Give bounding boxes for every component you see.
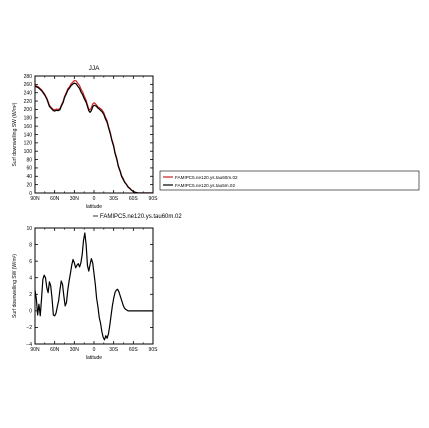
series-line-2 [35,82,153,193]
legend-label: FAMIPC5.ne120.ys.tau60m.02 [175,175,238,180]
x-tick-label: 30S [109,347,119,353]
y-axis-label: Surf downwelling SW (W/m²) [12,102,18,166]
series-line-1 [35,232,153,341]
x-axis-label: latitude [86,355,102,361]
x-tick-label: 90N [30,347,40,353]
y-tick-label: 280 [24,74,33,80]
y-tick-label: 160 [24,124,33,130]
x-tick-label: 0 [93,196,96,202]
y-tick-label: 80 [26,157,32,163]
y-tick-label: 0 [29,191,32,197]
legend-label: FAMIPC5.ne120.ys.tau5m.02 [175,183,235,188]
y-tick-label: 240 [24,91,33,97]
y-tick-label: 180 [24,116,33,122]
y-tick-label: 100 [24,149,33,155]
plot-frame [34,75,154,194]
x-tick-label: 60N [50,347,60,353]
y-tick-label: 200 [24,107,33,113]
y-axis-label: Surf downwelling SW (W/m²) [12,254,18,318]
y-tick-label: 4 [29,276,32,282]
x-tick-label: 60S [129,347,139,353]
y-tick-label: −4 [26,342,32,348]
y-tick-label: 60 [26,166,32,172]
y-tick-label: 0 [29,309,32,315]
y-tick-label: 260 [24,82,33,88]
y-tick-label: 220 [24,99,33,105]
y-tick-label: 20 [26,182,32,188]
y-tick-label: 10 [26,226,32,232]
plot-frame [34,227,154,345]
y-tick-label: 6 [29,259,32,265]
chart-title: JJA [89,65,101,72]
x-tick-label: 90S [149,196,159,202]
x-tick-label: 90S [149,347,159,353]
legend-label: FAMIPC5.ne120.ys.tau60m.02 [100,214,182,220]
x-tick-label: 30N [70,196,80,202]
y-tick-label: 140 [24,132,33,138]
x-axis-label: latitude [86,204,102,210]
legend-box [159,170,420,191]
x-tick-label: 0 [93,347,96,353]
y-tick-label: −2 [26,325,32,331]
x-tick-label: 90N [30,196,40,202]
y-tick-label: 2 [29,292,32,298]
x-tick-label: 30N [70,347,80,353]
y-tick-label: 40 [26,174,32,180]
x-tick-label: 60S [129,196,139,202]
series-line-1 [35,80,153,193]
x-tick-label: 30S [109,196,119,202]
y-tick-label: 120 [24,141,33,147]
x-tick-label: 60N [50,196,60,202]
y-tick-label: 8 [29,242,32,248]
